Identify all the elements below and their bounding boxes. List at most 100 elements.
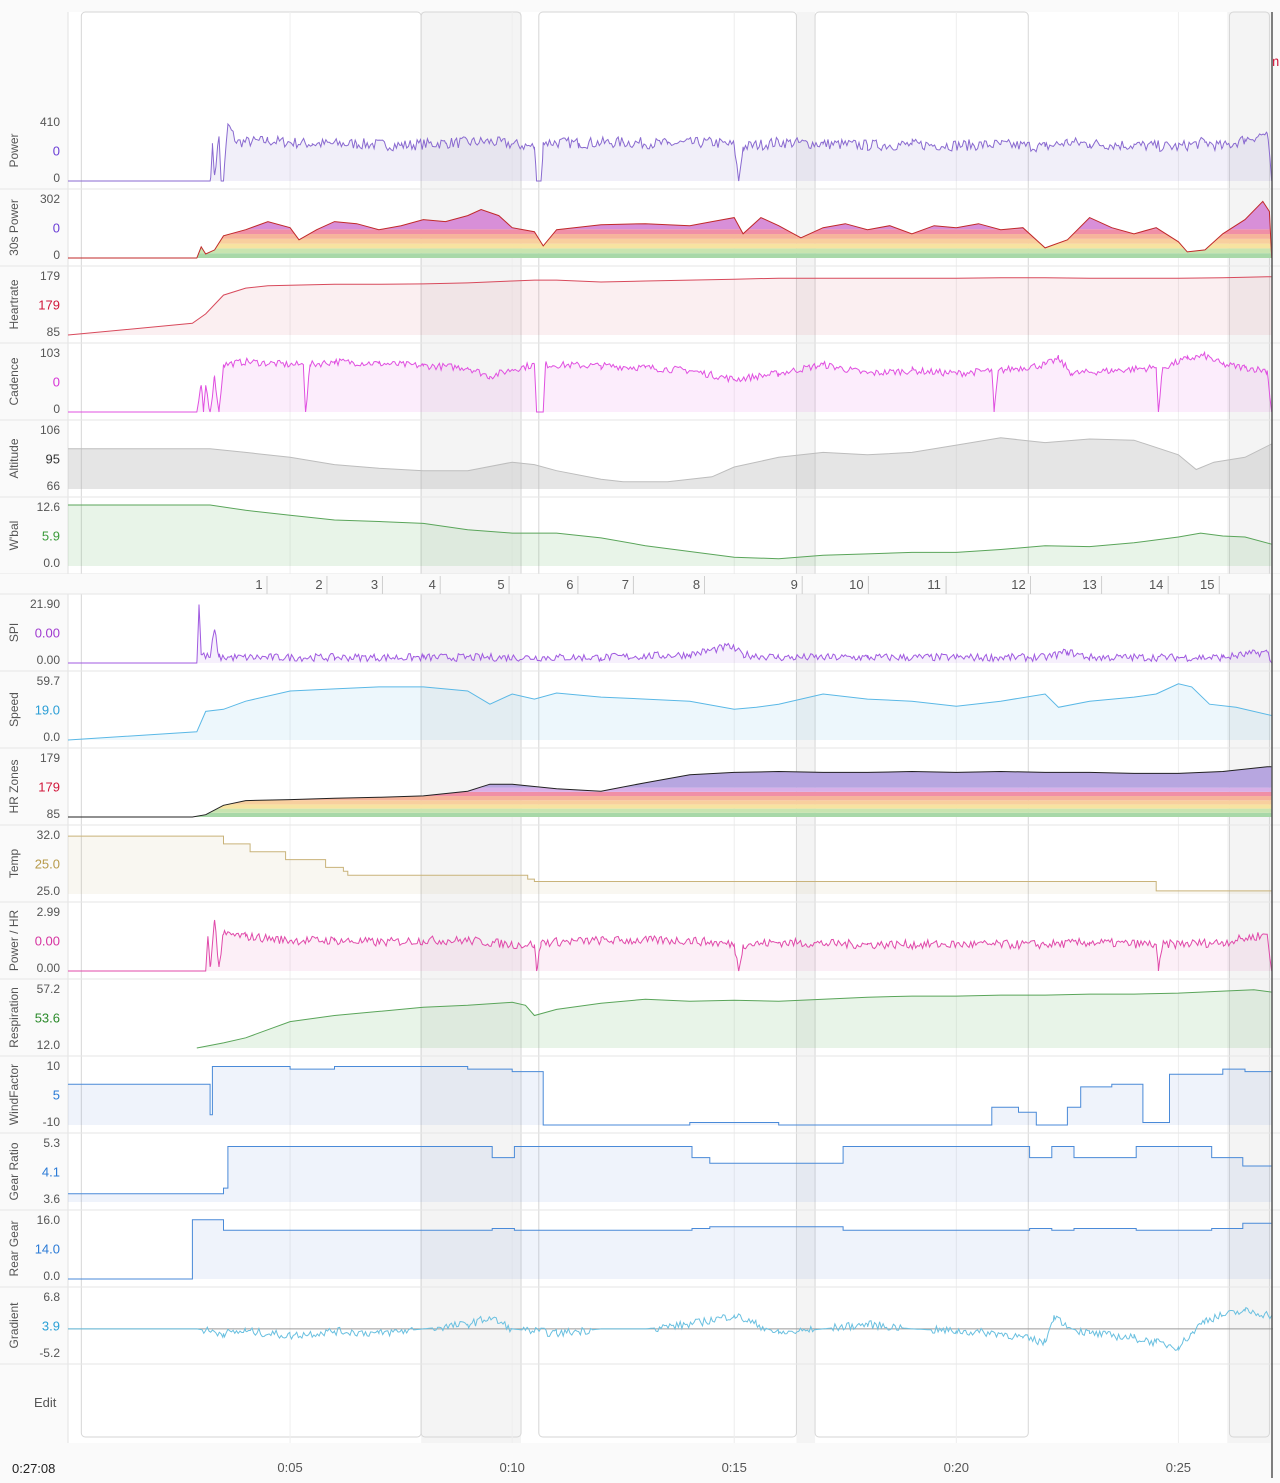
chart-current-value: 5.9: [42, 529, 60, 544]
temp-area: [68, 836, 1272, 894]
chart-reargear[interactable]: Rear Gear 16.0 14.0 0.0: [0, 1213, 1280, 1288]
hrzones-line: [68, 766, 1272, 818]
lap-label[interactable]: 2: [315, 577, 322, 592]
chart-current-value: 5: [53, 1088, 60, 1103]
zone-band: [68, 243, 1272, 249]
chart-title: WindFactor: [7, 1064, 21, 1125]
interval-heartrate: 175bpm: [897, 54, 947, 69]
lap-label[interactable]: 12: [1011, 577, 1025, 592]
spi-area: [68, 604, 1272, 663]
chart-current-value: 179: [38, 298, 60, 313]
altitude-area: [68, 437, 1272, 489]
chart-gradient[interactable]: Gradient 6.8 3.9 -5.2: [0, 1290, 1280, 1365]
interval-outline[interactable]: [538, 11, 797, 1438]
lap-label[interactable]: 6: [566, 577, 573, 592]
chart-windfactor[interactable]: WindFactor 10 5 -10: [0, 1059, 1280, 1134]
chart-heartrate[interactable]: Heartrate 179 179 85: [0, 269, 1280, 344]
chart-powerhr[interactable]: Power / HR 2.99 0.00 0.00: [0, 905, 1280, 980]
y-tick-label: 5.3: [43, 1136, 60, 1150]
highlight-band: [421, 12, 522, 1443]
x-tick-label: 0:10: [500, 1460, 525, 1475]
cadence-area: [68, 352, 1272, 412]
lap-label[interactable]: 8: [693, 577, 700, 592]
y-tick-label: 12.0: [37, 1038, 61, 1052]
y-tick-label: 302: [40, 192, 60, 206]
interval-outline[interactable]: [814, 11, 1029, 1438]
chart-current-value: 53.6: [35, 1011, 60, 1026]
y-tick-label: 0: [53, 171, 60, 185]
lap-label[interactable]: 10: [849, 577, 863, 592]
interval-card[interactable]: 2m2s 268w 164bpm Z5 108%: [421, 14, 522, 111]
lap-label[interactable]: 5: [497, 577, 504, 592]
lap-label[interactable]: 4: [429, 577, 436, 592]
chart-spi[interactable]: SPI 21.90 0.00 0.00: [0, 597, 1280, 672]
lap-label[interactable]: 11: [927, 577, 941, 592]
zone-band: [68, 812, 1272, 817]
y-tick-label: 66: [47, 479, 61, 493]
lap-label[interactable]: 15: [1200, 577, 1214, 592]
y-tick-label: 25.0: [37, 884, 61, 898]
zone-band: [68, 238, 1272, 244]
chart-hrzones[interactable]: HR Zones 179 179 85: [0, 751, 1280, 826]
interval-power: 242w: [235, 36, 268, 51]
temp-line: [68, 835, 1272, 892]
interval-heartrate: 172bpm: [643, 54, 692, 69]
zone-band: [68, 229, 1272, 235]
speed-line: [67, 683, 1272, 741]
gradient-line: [68, 1306, 1273, 1352]
lap-label[interactable]: 13: [1082, 577, 1096, 592]
laps-row[interactable]: 1 2 3 4 5 6 7 8 9 10 11 12 13 14 15: [0, 574, 1280, 595]
chart-wbal[interactable]: W'bal 12.6 5.9 0.0: [0, 500, 1280, 575]
zone-band: [68, 808, 1272, 813]
chart-power30[interactable]: 30s Power 302 0 0: [0, 192, 1280, 267]
chart-current-value: 95: [46, 452, 60, 467]
chart-title: Heartrate: [7, 279, 21, 329]
respiration-line: [196, 989, 1272, 1049]
interval-zone: Z4: [243, 72, 260, 87]
y-tick-label: 0.00: [37, 961, 61, 975]
interval-card[interactable]: 53s 290w 175bpm Z5 117%: [1229, 14, 1280, 111]
interval-power: 235w: [905, 36, 938, 51]
y-tick-label: 59.7: [37, 674, 61, 688]
y-tick-label: 85: [47, 325, 61, 339]
lap-label[interactable]: 1: [255, 577, 262, 592]
cadence-line: [68, 350, 1273, 413]
lap-label[interactable]: 3: [371, 577, 378, 592]
chart-cadence[interactable]: Cadence 103 0 0: [0, 346, 1280, 421]
powerhr-area: [68, 920, 1272, 971]
y-tick-label: 12.6: [37, 500, 61, 514]
gradient-area: [68, 1308, 1272, 1356]
chart-temp[interactable]: Temp 32.0 25.0 25.0: [0, 828, 1280, 903]
chart-gearratio[interactable]: Gear Ratio 5.3 4.1 3.6: [0, 1136, 1280, 1211]
interval-heartrate: 175bpm: [1230, 54, 1280, 69]
interval-heartrate: 159bpm: [226, 54, 276, 69]
respiration-area: [196, 989, 1272, 1048]
interval-heartrate: 164bpm: [446, 54, 496, 69]
lap-label[interactable]: 9: [791, 577, 798, 592]
zone-band: [68, 791, 1272, 797]
chart-altitude[interactable]: Altitude 106 95 66: [0, 423, 1280, 498]
chart-power[interactable]: Power 410 0 0: [0, 115, 1280, 190]
chart-current-value: 0.00: [35, 626, 60, 641]
zone-band: [68, 787, 1272, 792]
chart-current-value: 0: [53, 144, 60, 159]
heartrate-area: [68, 276, 1272, 335]
y-tick-label: 3.6: [43, 1192, 60, 1206]
lap-label[interactable]: 14: [1149, 577, 1163, 592]
interval-card[interactable]: 5m45s 256w 172bpm Z4 104%: [538, 14, 797, 111]
chart-speed[interactable]: Speed 59.7 19.0 0.0: [0, 674, 1280, 749]
interval-card[interactable]: 2m36s 242w 159bpm Z4 98%: [81, 14, 422, 111]
y-tick-label: 2.99: [37, 905, 61, 919]
y-tick-label: 410: [40, 115, 60, 129]
interval-outline[interactable]: [420, 11, 522, 1438]
y-tick-label: -5.2: [39, 1346, 60, 1360]
interval-outline[interactable]: [80, 11, 422, 1438]
chart-title: Speed: [7, 692, 21, 727]
edit-link[interactable]: Edit: [34, 1395, 57, 1410]
chart-respiration[interactable]: Respiration 57.2 53.6 12.0: [0, 982, 1280, 1057]
interval-outline[interactable]: [1228, 11, 1270, 1438]
interval-card[interactable]: 4m47s 235w 175bpm Z4 95%: [815, 14, 1029, 111]
lap-label[interactable]: 7: [622, 577, 629, 592]
